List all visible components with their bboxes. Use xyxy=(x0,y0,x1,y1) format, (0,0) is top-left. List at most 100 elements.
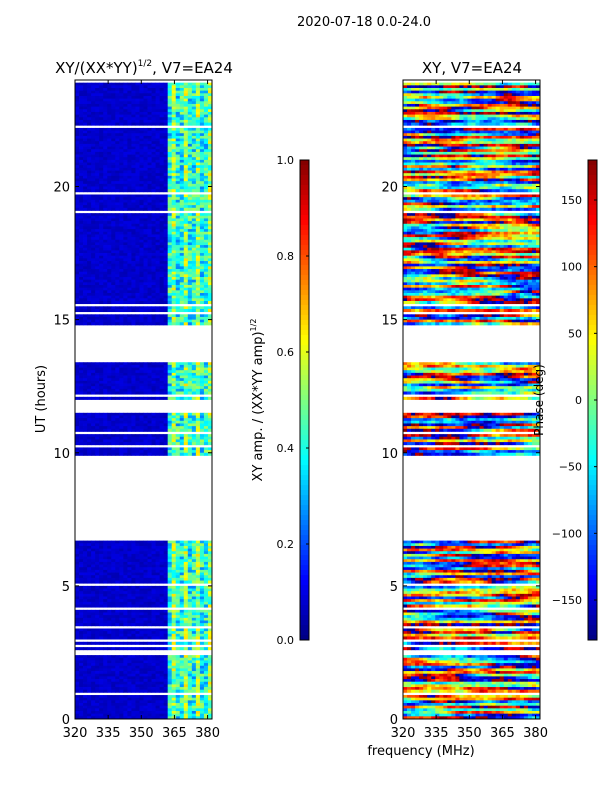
amplitude-cell xyxy=(163,591,169,595)
amplitude-cell xyxy=(175,577,181,581)
amplitude-cell xyxy=(159,601,165,605)
amplitude-cell xyxy=(171,229,177,233)
amplitude-cell xyxy=(203,111,209,116)
amplitude-cell xyxy=(123,194,128,198)
amplitude-cell xyxy=(75,271,80,275)
amplitude-cell xyxy=(95,628,100,632)
amplitude-cell xyxy=(159,567,165,571)
amplitude-cell xyxy=(167,439,173,443)
amplitude-cell xyxy=(195,308,201,313)
amplitude-cell xyxy=(171,218,177,222)
amplitude-cell xyxy=(163,367,169,371)
amplitude-cell xyxy=(159,370,165,374)
amplitude-cell xyxy=(115,173,120,177)
amplitude-cell xyxy=(175,564,181,568)
amplitude-cell xyxy=(183,593,189,597)
amplitude-cell xyxy=(143,612,148,616)
amplitude-cell xyxy=(119,271,124,275)
amplitude-cell xyxy=(171,617,177,621)
amplitude-cell xyxy=(75,364,80,368)
amplitude-cell xyxy=(195,90,201,94)
amplitude-cell xyxy=(127,298,132,302)
amplitude-cell xyxy=(159,308,165,313)
amplitude-cell xyxy=(175,189,181,193)
amplitude-cell xyxy=(119,253,124,257)
amplitude-cell xyxy=(167,167,173,171)
amplitude-cell xyxy=(191,162,197,166)
amplitude-cell xyxy=(111,213,116,217)
amplitude-cell xyxy=(207,93,213,97)
amplitude-cell xyxy=(175,362,181,366)
amplitude-cell xyxy=(179,396,185,400)
amplitude-cell xyxy=(207,202,213,206)
amplitude-cell xyxy=(127,98,132,102)
amplitude-cell xyxy=(175,372,181,376)
amplitude-cell xyxy=(179,199,185,203)
amplitude-cell xyxy=(111,293,116,297)
amplitude-cell xyxy=(87,388,92,392)
amplitude-cell xyxy=(107,580,112,584)
amplitude-cell xyxy=(171,450,177,454)
amplitude-cell xyxy=(179,591,185,595)
amplitude-cell xyxy=(139,165,144,169)
amplitude-cell xyxy=(115,229,120,233)
amplitude-cell xyxy=(183,420,189,424)
amplitude-cell xyxy=(207,300,213,305)
amplitude-cell xyxy=(83,388,88,392)
amplitude-cell xyxy=(83,173,88,177)
amplitude-cell xyxy=(147,146,152,150)
amplitude-cell xyxy=(195,548,201,552)
amplitude-cell xyxy=(111,362,116,366)
amplitude-cell xyxy=(163,636,169,640)
amplitude-cell xyxy=(127,375,132,379)
amplitude-cell xyxy=(83,567,88,571)
amplitude-cell xyxy=(107,620,112,624)
amplitude-cell xyxy=(207,319,213,323)
amplitude-cell xyxy=(195,143,201,147)
amplitude-cell xyxy=(79,266,84,270)
amplitude-cell xyxy=(163,101,169,105)
amplitude-cell xyxy=(131,146,136,150)
amplitude-cell xyxy=(91,181,96,185)
amplitude-cell xyxy=(119,170,124,174)
amplitude-cell xyxy=(175,258,181,262)
amplitude-cell xyxy=(203,319,209,323)
amplitude-cell xyxy=(163,306,169,310)
amplitude-cell xyxy=(99,143,104,147)
amplitude-cell xyxy=(147,319,152,323)
amplitude-cell xyxy=(143,87,148,92)
amplitude-cell xyxy=(163,114,169,118)
amplitude-cell xyxy=(91,226,96,230)
amplitude-cell xyxy=(147,439,152,443)
amplitude-cell xyxy=(187,415,193,419)
amplitude-cell xyxy=(203,287,209,291)
amplitude-cell xyxy=(99,575,104,579)
amplitude-cell xyxy=(203,423,209,427)
amplitude-cell xyxy=(91,447,96,451)
amplitude-cell xyxy=(107,178,112,182)
amplitude-cell xyxy=(187,213,193,217)
amplitude-cell xyxy=(151,620,156,624)
amplitude-cell xyxy=(115,194,120,198)
amplitude-cell xyxy=(195,199,201,203)
amplitude-cell xyxy=(163,202,169,206)
amplitude-cell xyxy=(203,426,209,430)
amplitude-cell xyxy=(87,82,92,86)
amplitude-cell xyxy=(103,543,108,547)
amplitude-cell xyxy=(131,551,136,555)
amplitude-cell xyxy=(119,85,124,89)
amplitude-cell xyxy=(155,141,161,145)
amplitude-cell xyxy=(167,239,173,243)
amplitude-cell xyxy=(75,253,80,257)
amplitude-cell xyxy=(167,250,173,254)
amplitude-cell xyxy=(91,109,96,113)
amplitude-cell xyxy=(123,540,128,544)
amplitude-cell xyxy=(179,87,185,92)
amplitude-cell xyxy=(107,154,112,158)
amplitude-cell xyxy=(195,319,201,323)
amplitude-cell xyxy=(203,159,209,163)
amplitude-cell xyxy=(207,439,213,443)
amplitude-cell xyxy=(83,98,88,102)
amplitude-cell xyxy=(83,170,88,174)
amplitude-cell xyxy=(131,623,136,627)
